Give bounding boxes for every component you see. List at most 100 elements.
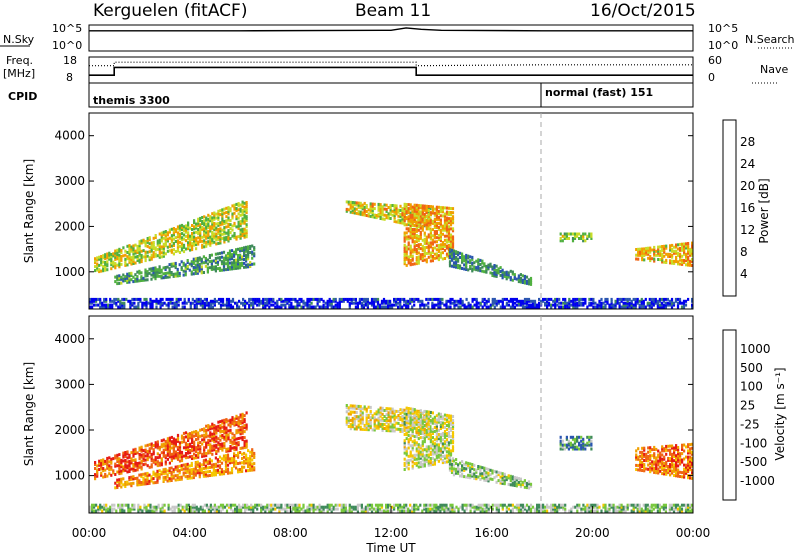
heatmap-cell	[427, 410, 430, 414]
heatmap-cell	[306, 297, 309, 301]
heatmap-cell	[184, 435, 188, 439]
heatmap-cell	[201, 216, 204, 219]
heatmap-cell	[243, 261, 246, 265]
heatmap-cell	[455, 303, 458, 307]
heatmap-cell	[441, 425, 444, 429]
heatmap-cell	[205, 222, 208, 226]
beam-title: Beam 11	[355, 1, 431, 21]
heatmap-cell	[197, 217, 200, 221]
heatmap-cell	[363, 211, 366, 215]
heatmap-cell	[423, 233, 426, 237]
heatmap-cell	[371, 209, 374, 212]
heatmap-cell	[347, 406, 350, 410]
heatmap-cell	[243, 436, 246, 440]
heatmap-cell	[588, 297, 591, 301]
heatmap-cell	[219, 235, 222, 239]
heatmap-cell	[479, 267, 482, 271]
heatmap-cell	[665, 244, 668, 248]
heatmap-cell	[231, 299, 235, 303]
heatmap-cell	[596, 303, 599, 307]
heatmap-cell	[316, 303, 319, 307]
heatmap-cell	[437, 418, 440, 422]
heatmap-cell	[189, 432, 192, 436]
heatmap-cell	[687, 245, 690, 249]
heatmap-cell	[106, 262, 109, 266]
heatmap-cell	[95, 297, 98, 301]
heatmap-cell	[120, 479, 123, 483]
heatmap-cell	[182, 237, 186, 241]
heatmap-cell	[140, 482, 143, 486]
heatmap-cell	[433, 444, 436, 448]
heatmap-cell	[140, 473, 143, 477]
heatmap-cell	[393, 212, 396, 216]
heatmap-cell	[355, 425, 358, 429]
heatmap-cell	[421, 259, 424, 262]
heatmap-cell	[201, 239, 204, 243]
heatmap-cell	[122, 483, 125, 487]
heatmap-cell	[126, 244, 129, 248]
heatmap-cell	[114, 262, 117, 266]
heatmap-cell	[225, 303, 229, 307]
heatmap-cell	[194, 265, 197, 269]
heatmap-cell	[160, 245, 163, 249]
heatmap-cell	[103, 303, 106, 307]
heatmap-cell	[152, 450, 155, 454]
heatmap-cell	[389, 419, 392, 423]
heatmap-cell	[457, 264, 460, 267]
heatmap-cell	[134, 462, 137, 466]
heatmap-cell	[407, 217, 410, 221]
heatmap-cell	[227, 210, 230, 214]
heatmap-cell	[397, 410, 400, 413]
heatmap-cell	[355, 417, 358, 421]
heatmap-cell	[142, 449, 145, 453]
heatmap-cell	[527, 305, 531, 309]
heatmap-cell	[405, 223, 408, 227]
heatmap-cell	[126, 251, 129, 254]
heatmap-cell	[306, 305, 309, 309]
heatmap-cell	[142, 476, 145, 480]
heatmap-cell	[174, 450, 177, 454]
heatmap-cell	[134, 273, 137, 277]
heatmap-cell	[419, 421, 422, 425]
heatmap-cell	[450, 258, 454, 262]
heatmap-cell	[407, 257, 410, 261]
heatmap-cell	[221, 228, 224, 232]
heatmap-cell	[210, 259, 213, 263]
heatmap-cell	[423, 417, 426, 421]
heatmap-cell	[495, 270, 498, 274]
heatmap-cell	[572, 297, 575, 301]
heatmap-cell	[397, 305, 400, 309]
heatmap-cell	[556, 303, 559, 307]
heatmap-cell	[219, 221, 222, 225]
heatmap-cell	[636, 297, 639, 301]
heatmap-cell	[655, 249, 658, 253]
heatmap-cell	[511, 278, 514, 282]
heatmap-cell	[646, 301, 649, 305]
heatmap-cell	[495, 299, 498, 303]
heatmap-cell	[237, 266, 240, 270]
heatmap-cell	[495, 274, 498, 278]
heatmap-cell	[501, 476, 504, 480]
heatmap-cell	[174, 228, 177, 232]
heatmap-cell	[164, 266, 167, 269]
heatmap-cell	[114, 249, 117, 253]
heatmap-cell	[663, 250, 666, 254]
heatmap-cell	[415, 463, 418, 467]
heatmap-cell	[419, 247, 422, 251]
heatmap-cell	[189, 238, 192, 242]
heatmap-cell	[106, 260, 109, 264]
heatmap-cell	[437, 455, 440, 459]
heatmap-cell	[385, 203, 388, 207]
heatmap-cell	[235, 447, 238, 451]
heatmap-cell	[661, 258, 664, 262]
heatmap-cell	[218, 256, 222, 260]
heatmap-cell	[405, 453, 408, 457]
heatmap-cell	[527, 278, 531, 282]
heatmap-cell	[443, 442, 447, 446]
heatmap-cell	[415, 238, 418, 241]
heatmap-cell	[626, 297, 629, 301]
heatmap-cell	[403, 441, 406, 445]
heatmap-cell	[533, 303, 537, 307]
heatmap-cell	[417, 259, 420, 263]
heatmap-cell	[421, 442, 424, 446]
